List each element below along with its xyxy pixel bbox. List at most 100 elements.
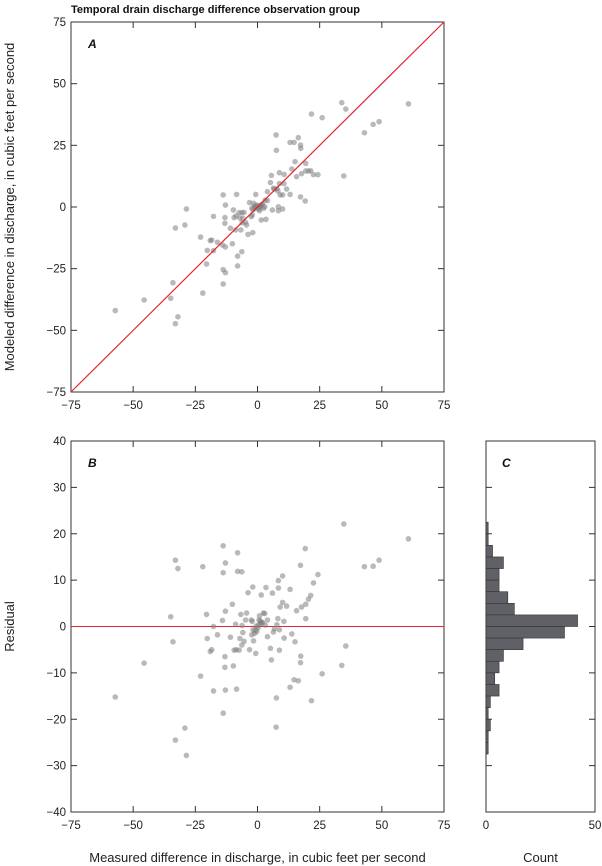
panel-label-c: C — [502, 456, 511, 470]
residual-point-b — [175, 565, 181, 572]
histogram-bar — [485, 568, 500, 581]
data-point-a — [319, 114, 325, 121]
histogram-bar — [485, 545, 493, 558]
data-point-a — [220, 281, 226, 287]
data-point-a — [182, 222, 188, 228]
residual-point-b — [220, 710, 226, 717]
data-point-a — [199, 290, 206, 296]
histogram-bar — [485, 695, 491, 708]
residual-point-b — [183, 752, 190, 759]
residual-point-b — [203, 611, 210, 618]
residual-point-b — [259, 619, 266, 626]
residual-point-b — [273, 724, 279, 730]
data-point-a — [279, 206, 286, 212]
data-point-a — [275, 203, 282, 210]
y-tick-label-a: −75 — [46, 387, 66, 399]
histogram-bar — [485, 556, 504, 569]
data-point-a — [287, 191, 293, 198]
residual-point-b — [237, 635, 243, 642]
residual-point-b — [261, 610, 268, 617]
data-point-a — [268, 172, 275, 179]
y-tick-label-b: 20 — [53, 529, 66, 541]
y-tick-label-b: −10 — [46, 668, 66, 680]
data-point-a — [302, 198, 309, 204]
one-to-one-line — [70, 21, 445, 393]
y-tick-label-a: −25 — [46, 264, 66, 276]
residual-point-b — [245, 589, 251, 596]
residual-point-b — [199, 563, 206, 570]
data-point-a — [276, 180, 283, 187]
data-point-a — [310, 171, 317, 178]
y-axis-label-b: Residual — [2, 601, 17, 652]
x-tick-label-b: 0 — [254, 820, 260, 832]
residual-point-b — [239, 622, 245, 629]
residual-point-b — [170, 639, 176, 645]
residual-point-b — [250, 638, 257, 644]
data-point-a — [361, 129, 368, 136]
residual-point-b — [298, 604, 305, 610]
residual-point-b — [292, 639, 298, 645]
residual-point-b — [287, 684, 293, 691]
residual-point-b — [220, 569, 226, 576]
residual-point-b — [279, 573, 286, 579]
residual-point-b — [295, 677, 302, 684]
data-point-a — [405, 101, 412, 107]
residual-point-b — [361, 563, 368, 570]
residual-point-b — [230, 663, 237, 669]
data-point-a — [175, 313, 181, 320]
data-point-a — [222, 269, 229, 276]
x-tick-label-a: 0 — [254, 400, 260, 412]
residual-point-b — [208, 646, 215, 653]
histogram-bar — [485, 660, 500, 674]
data-point-a — [289, 166, 295, 172]
data-point-a — [250, 206, 256, 213]
data-point-a — [170, 279, 176, 286]
data-point-a — [297, 145, 304, 152]
residual-point-b — [270, 629, 277, 635]
x-tick-label-b: 25 — [313, 820, 326, 832]
histogram-bar — [485, 626, 565, 639]
residual-point-b — [310, 580, 317, 586]
residual-point-b — [210, 688, 217, 694]
data-point-a — [302, 160, 309, 167]
panel-label-b: B — [88, 456, 97, 470]
histogram-bar — [485, 672, 496, 685]
x-tick-label-a: 25 — [313, 400, 326, 412]
data-point-a — [370, 121, 376, 128]
x-tick-label-b: 75 — [438, 820, 451, 832]
histogram-bar — [485, 742, 489, 755]
histogram-bar — [485, 637, 524, 650]
x-tick-label-a: −25 — [186, 400, 206, 412]
residual-point-b — [264, 617, 271, 623]
residual-point-b — [239, 568, 245, 575]
data-point-a — [222, 214, 228, 221]
x-tick-label-a: 75 — [438, 400, 451, 412]
residual-point-b — [297, 562, 304, 569]
residual-point-b — [204, 635, 211, 642]
residual-point-b — [302, 545, 309, 552]
residual-point-b — [240, 629, 246, 636]
data-point-a — [222, 202, 229, 208]
histogram-bar — [485, 649, 504, 662]
data-point-a — [340, 173, 347, 179]
y-tick-label-a: 75 — [53, 17, 66, 29]
data-point-a — [298, 170, 305, 177]
data-point-a — [229, 240, 236, 247]
residual-point-b — [229, 601, 236, 608]
residual-point-b — [283, 603, 290, 609]
residual-point-b — [291, 677, 297, 683]
residual-point-b — [197, 673, 204, 679]
data-point-a — [315, 171, 321, 178]
residual-point-b — [308, 697, 315, 704]
data-point-a — [376, 118, 382, 125]
x-tick-label-a: −50 — [123, 400, 143, 412]
data-point-a — [342, 106, 349, 112]
residual-point-b — [297, 659, 304, 666]
residual-point-b — [277, 604, 283, 610]
residual-point-b — [287, 586, 293, 593]
data-point-a — [291, 139, 297, 146]
data-point-a — [210, 213, 217, 220]
x-tick-label-b: −25 — [186, 820, 206, 832]
residual-point-b — [370, 563, 376, 570]
